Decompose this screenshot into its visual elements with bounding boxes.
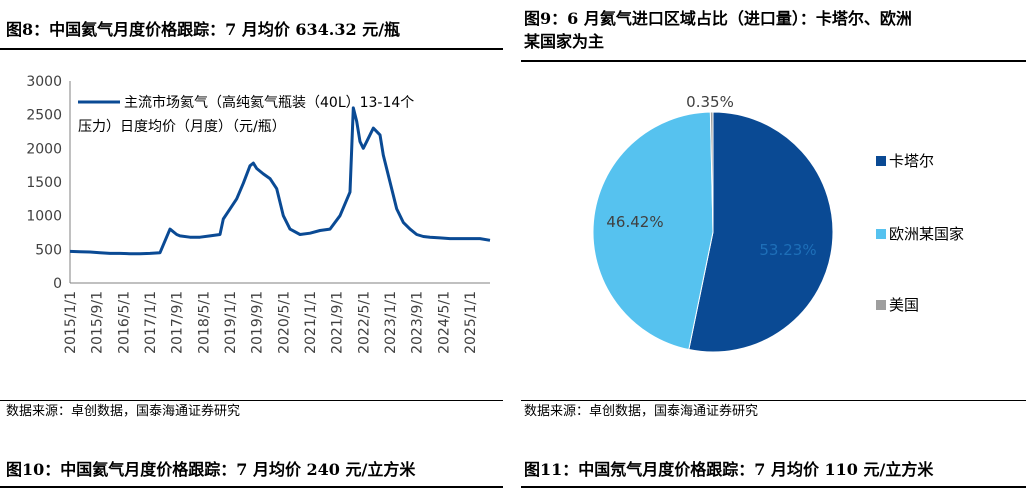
figure11-title: 图11：中国氖气月度价格跟踪：7 月均价 110 元/立方米: [524, 460, 934, 479]
pie-slice-usa: [709, 111, 714, 233]
pie-label-usa: 0.35%: [686, 93, 734, 111]
legend-swatch-qatar: [876, 156, 886, 166]
figure11-title-rule: [521, 486, 1026, 488]
x-tick-label: 2022/5/1: [356, 291, 372, 354]
y-tick-label: 1000: [26, 209, 62, 225]
figure9-source-rule: [521, 400, 1026, 401]
x-tick-label: 2020/5/1: [276, 291, 292, 354]
figure9-title-line1: 图9：6 月氦气进口区域占比（进口量）：卡塔尔、欧洲: [524, 9, 912, 28]
figure10-title-rule: [0, 486, 503, 488]
legend-label-europe: 欧洲某国家: [889, 225, 964, 243]
x-tick-label: 2017/9/1: [170, 291, 186, 354]
y-tick-label: 3000: [26, 74, 62, 90]
legend-label-usa: 美国: [889, 296, 919, 314]
x-tick-label: 2016/5/1: [116, 291, 132, 354]
legend-label-line1: 主流市场氦气（高纯氦气瓶装（40L）13-14个: [124, 94, 414, 111]
legend-swatch-usa: [876, 300, 886, 310]
x-tick-label: 2025/1/1: [463, 291, 479, 354]
x-tick-label: 2024/5/1: [436, 291, 452, 354]
figure9-source: 数据来源：卓创数据，国泰海通证券研究: [524, 404, 759, 419]
figure9-title-rule: [521, 60, 1026, 62]
pie-label-qatar: 53.23%: [759, 241, 816, 259]
x-tick-label: 2018/5/1: [196, 291, 212, 354]
y-tick-label: 1500: [26, 175, 62, 191]
pie-legend: 卡塔尔 欧洲某国家 美国: [876, 152, 964, 314]
pie-slice-europe: [592, 111, 714, 351]
x-tick-label: 2019/9/1: [250, 291, 266, 354]
chart-legend: 主流市场氦气（高纯氦气瓶装（40L）13-14个 压力）日度均价（月度）（元/瓶…: [78, 94, 414, 135]
x-tick-label: 2015/9/1: [90, 291, 106, 354]
x-tick-label: 2023/1/1: [383, 291, 399, 354]
pie-label-europe: 46.42%: [606, 213, 663, 231]
x-tick-label: 2021/9/1: [330, 291, 346, 354]
x-tick-label: 2021/1/1: [303, 291, 319, 354]
figure8-source: 数据来源：卓创数据，国泰海通证券研究: [6, 404, 241, 419]
series-line-helium-price: [69, 106, 491, 256]
y-tick-label: 500: [35, 242, 62, 258]
y-tick-label: 0: [53, 276, 62, 292]
figure9-title-line2: 某国家为主: [524, 32, 605, 51]
figure8-title-rule: [0, 48, 503, 50]
x-tick-label: 2015/1/1: [63, 291, 79, 354]
legend-label-line2: 压力）日度均价（月度）（元/瓶）: [78, 119, 286, 135]
x-tick-label: 2019/1/1: [223, 291, 239, 354]
figure8-title: 图8：中国氦气月度价格跟踪：7 月均价 634.32 元/瓶: [6, 20, 401, 39]
x-tick-label: 2017/1/1: [143, 291, 159, 354]
figure8-line-chart: 0 500 1000 1500 2000 2500 3000 2015/1/1 2015/9/…: [26, 74, 491, 354]
x-tick-label: 2023/9/1: [410, 291, 426, 354]
legend-swatch-europe: [876, 229, 886, 239]
figure10-title: 图10：中国氦气月度价格跟踪：7 月均价 240 元/立方米: [6, 460, 416, 479]
y-tick-label: 2500: [26, 108, 62, 124]
y-tick-label: 2000: [26, 141, 62, 157]
figure8-source-rule: [0, 400, 503, 401]
legend-label-qatar: 卡塔尔: [889, 152, 934, 170]
pie-slice-qatar: [688, 111, 834, 353]
figure9-pie-chart: 0.35% 46.42% 53.23% 卡塔尔 欧洲某国家 美国: [592, 93, 964, 353]
